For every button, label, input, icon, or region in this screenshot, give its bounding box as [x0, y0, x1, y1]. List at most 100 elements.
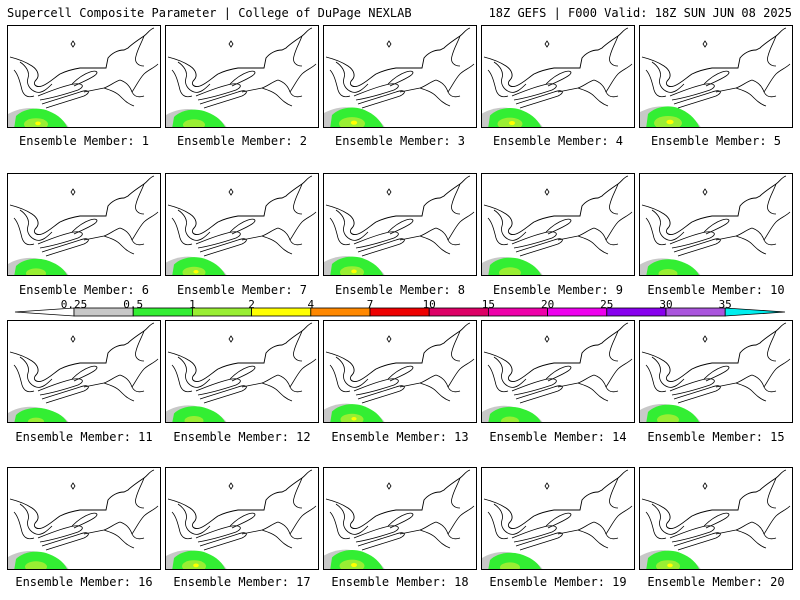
- marker-diamond: [70, 40, 76, 48]
- colorbar-tick-label: 15: [481, 298, 496, 311]
- colorbar-tick-label: 35: [718, 298, 732, 311]
- lake-outline: [357, 238, 405, 257]
- lake-outline: [763, 63, 791, 93]
- lake-outline: [577, 235, 609, 255]
- lake-outline: [557, 374, 595, 388]
- lake-outline: [593, 79, 619, 98]
- lake-outline: [715, 79, 753, 93]
- map-plot: [482, 322, 633, 422]
- colorbar-tick-label: 25: [600, 298, 614, 311]
- scp-contour-1: [25, 561, 47, 569]
- lake-outline: [387, 218, 414, 235]
- lake-outline: [451, 35, 461, 67]
- map-plot: [8, 175, 159, 275]
- ensemble-member-label: Ensemble Member: 1: [18, 134, 150, 148]
- coastline: [325, 469, 471, 529]
- ensemble-map-panel: [7, 25, 161, 128]
- map-plot: [482, 469, 633, 569]
- map-plot: [482, 175, 633, 275]
- lake-outline: [545, 218, 572, 235]
- coastline: [9, 27, 155, 87]
- marker-diamond: [228, 40, 234, 48]
- lake-outline: [767, 330, 777, 362]
- scp-contour-2: [666, 119, 674, 125]
- ensemble-member-label: Ensemble Member: 13: [331, 430, 469, 444]
- lake-outline: [177, 356, 211, 388]
- lake-outline: [329, 364, 351, 393]
- lake-outline: [703, 70, 730, 87]
- scp-contour-2: [351, 563, 357, 568]
- lake-outline: [435, 79, 461, 98]
- lake-outline: [83, 521, 121, 535]
- lake-outline: [13, 511, 35, 540]
- map-plot: [640, 322, 791, 422]
- ensemble-map-panel: [7, 173, 161, 276]
- lake-outline: [447, 211, 475, 241]
- map-plot: [166, 27, 317, 127]
- coastline: [641, 175, 787, 235]
- lake-outline: [131, 211, 159, 241]
- colorbar-segment: [428, 307, 489, 317]
- colorbar-tick-label: 0.25: [60, 298, 88, 311]
- lake-outline: [493, 209, 527, 241]
- map-plot: [8, 469, 159, 569]
- lake-outline: [199, 238, 247, 257]
- ensemble-map-panel: [165, 467, 319, 570]
- lake-outline: [447, 358, 475, 388]
- lake-outline: [669, 378, 715, 396]
- ensemble-map-panel: [639, 173, 793, 276]
- lake-outline: [293, 477, 303, 509]
- scp-contour-1: [183, 119, 205, 127]
- lake-outline: [37, 525, 83, 543]
- lake-outline: [387, 365, 414, 382]
- lake-outline: [241, 374, 279, 388]
- lake-outline: [229, 70, 256, 87]
- colorbar-tick-label: 20: [540, 298, 555, 311]
- lake-outline: [131, 358, 159, 388]
- marker-diamond: [228, 482, 234, 490]
- lake-outline: [83, 374, 121, 388]
- marker-diamond: [702, 482, 708, 490]
- lake-outline: [19, 503, 53, 535]
- ensemble-map-panel: [639, 320, 793, 423]
- colorbar-tick-label: 2: [248, 298, 255, 311]
- lake-outline: [261, 87, 293, 107]
- lake-outline: [435, 374, 461, 393]
- coastline: [641, 27, 787, 87]
- lake-outline: [103, 529, 135, 549]
- coastline: [167, 322, 313, 382]
- lake-outline: [645, 364, 667, 393]
- lake-outline: [673, 385, 721, 404]
- coastline: [483, 27, 629, 87]
- lake-outline: [119, 79, 145, 98]
- ensemble-map-panel: [165, 25, 319, 128]
- lake-outline: [199, 90, 247, 109]
- lake-outline: [41, 385, 89, 404]
- lake-outline: [277, 227, 303, 246]
- scp-contour-0.5: [488, 406, 541, 422]
- lake-outline: [195, 83, 241, 101]
- marker-diamond: [544, 482, 550, 490]
- lake-outline: [669, 231, 715, 249]
- lake-outline: [131, 63, 159, 93]
- lake-outline: [451, 477, 461, 509]
- lake-outline: [763, 211, 791, 241]
- lake-outline: [645, 511, 667, 540]
- map-plot: [482, 27, 633, 127]
- map-plot: [324, 27, 475, 127]
- colorbar-segment: [665, 307, 726, 317]
- colorbar-segment: [369, 307, 430, 317]
- lake-outline: [669, 83, 715, 101]
- lake-outline: [511, 378, 557, 396]
- lake-outline: [447, 505, 475, 535]
- ensemble-map-panel: [323, 467, 477, 570]
- lake-outline: [171, 511, 193, 540]
- scp-contour-2: [193, 269, 199, 274]
- lake-outline: [135, 183, 145, 215]
- scp-contour-0.5: [172, 406, 225, 422]
- map-plot: [324, 322, 475, 422]
- scp-contour-1: [500, 562, 520, 569]
- ensemble-map-panel: [323, 25, 477, 128]
- scp-contour-2: [193, 563, 199, 568]
- lake-outline: [419, 382, 451, 402]
